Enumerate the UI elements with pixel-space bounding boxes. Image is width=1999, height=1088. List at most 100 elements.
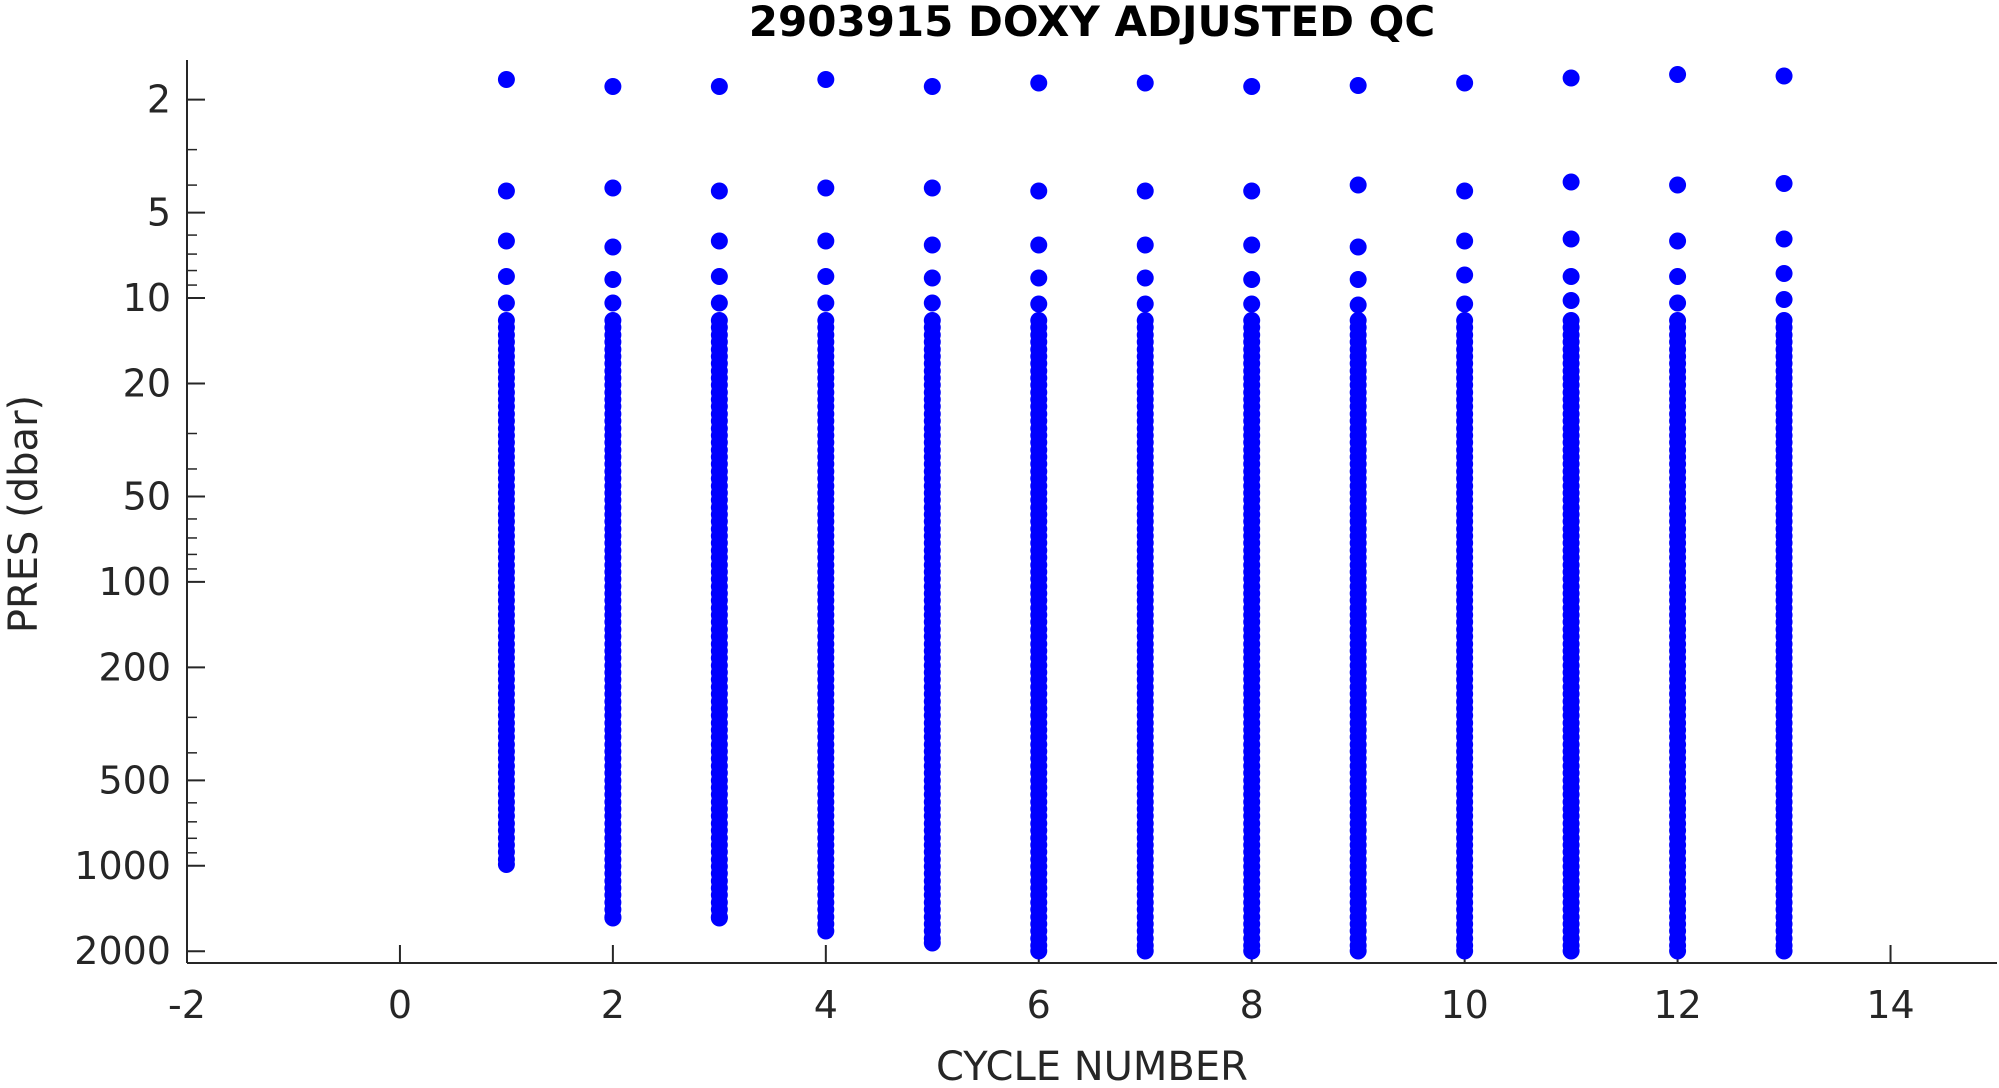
data-point: [497, 856, 515, 873]
x-axis-label: CYCLE NUMBER: [936, 1044, 1248, 1088]
x-tick-label: 2: [601, 983, 625, 1027]
data-point: [817, 179, 835, 197]
y-tick-label: 10: [123, 276, 171, 320]
data-point: [1136, 74, 1154, 92]
y-tick-label: 500: [98, 758, 171, 802]
y-tick-label: 50: [123, 474, 171, 518]
data-point: [604, 271, 622, 288]
data-point: [1669, 66, 1687, 83]
data-point: [710, 268, 728, 285]
data-point: [1349, 942, 1367, 960]
data-point: [1136, 942, 1154, 960]
data-point: [1030, 74, 1048, 92]
x-tick-label: 12: [1653, 983, 1701, 1027]
data-point: [1775, 230, 1793, 248]
data-point: [817, 71, 835, 88]
data-point: [1243, 295, 1261, 313]
x-tick-label: 14: [1866, 983, 1914, 1027]
data-point: [604, 909, 622, 927]
data-point: [1562, 268, 1580, 285]
data-point: [1775, 291, 1793, 308]
y-tick-label: 200: [98, 645, 171, 689]
data-point: [604, 179, 622, 197]
data-point: [1349, 176, 1367, 194]
data-point: [497, 294, 515, 312]
data-point: [1243, 78, 1261, 95]
data-point: [1243, 182, 1261, 200]
data-point: [604, 78, 622, 95]
data-point: [1349, 77, 1367, 94]
data-point: [817, 268, 835, 285]
data-point: [710, 232, 728, 250]
data-point: [1349, 296, 1367, 314]
data-point: [1349, 271, 1367, 288]
data-point: [1349, 238, 1367, 256]
data-point: [923, 269, 941, 287]
data-point: [1562, 942, 1580, 960]
x-tick-label: 4: [814, 983, 838, 1027]
y-axis-label: PRES (dbar): [1, 395, 47, 633]
y-ticks: 2 5 10 20 50 100 200 500 1000 2000: [74, 78, 205, 973]
data-point: [1456, 942, 1474, 960]
data-point: [923, 236, 941, 254]
data-point: [1775, 67, 1793, 85]
y-tick-label: 5: [147, 191, 171, 235]
data-point: [497, 71, 515, 88]
data-points: [497, 66, 1793, 960]
data-point: [604, 238, 622, 256]
chart-title: 2903915 DOXY ADJUSTED QC: [749, 0, 1435, 46]
data-point: [1136, 295, 1154, 313]
data-point: [1669, 942, 1687, 960]
x-tick-label: 6: [1027, 983, 1051, 1027]
data-point: [1030, 269, 1048, 287]
data-point: [497, 268, 515, 285]
data-point: [1775, 175, 1793, 192]
data-point: [710, 294, 728, 312]
data-point: [817, 922, 835, 940]
data-point: [1669, 268, 1687, 285]
data-point: [923, 78, 941, 95]
data-point: [1030, 236, 1048, 254]
data-point: [1456, 266, 1474, 284]
axes: [186, 60, 1997, 964]
data-point: [1562, 292, 1580, 309]
data-point: [1243, 271, 1261, 288]
data-point: [1669, 294, 1687, 312]
data-point: [497, 182, 515, 200]
data-point: [1456, 74, 1474, 92]
data-point: [710, 909, 728, 927]
data-point: [1456, 232, 1474, 250]
data-point: [1243, 236, 1261, 254]
x-tick-label: 8: [1240, 983, 1264, 1027]
y-tick-label: 100: [98, 560, 171, 604]
data-point: [923, 294, 941, 312]
data-point: [1243, 942, 1261, 960]
data-point: [923, 934, 941, 952]
y-tick-label: 2: [147, 78, 171, 122]
x-tick-label: 0: [388, 983, 412, 1027]
y-tick-label: 1000: [74, 844, 171, 888]
data-point: [1669, 176, 1687, 194]
x-tick-label: -2: [168, 983, 206, 1027]
data-point: [1456, 182, 1474, 200]
x-tick-label: 10: [1440, 983, 1488, 1027]
data-point: [1030, 182, 1048, 200]
data-point: [1136, 182, 1154, 200]
data-point: [497, 232, 515, 250]
data-point: [1136, 236, 1154, 254]
data-point: [710, 182, 728, 200]
data-point: [1136, 269, 1154, 287]
data-point: [1562, 173, 1580, 191]
data-point: [817, 232, 835, 250]
y-tick-label: 20: [123, 362, 171, 406]
data-point: [1775, 265, 1793, 282]
data-point: [1562, 230, 1580, 248]
data-point: [710, 78, 728, 95]
data-point: [1456, 295, 1474, 313]
data-point: [817, 294, 835, 312]
data-point: [1030, 942, 1048, 960]
data-point: [1775, 942, 1793, 960]
y-tick-label: 2000: [74, 929, 171, 973]
data-point: [1669, 232, 1687, 250]
